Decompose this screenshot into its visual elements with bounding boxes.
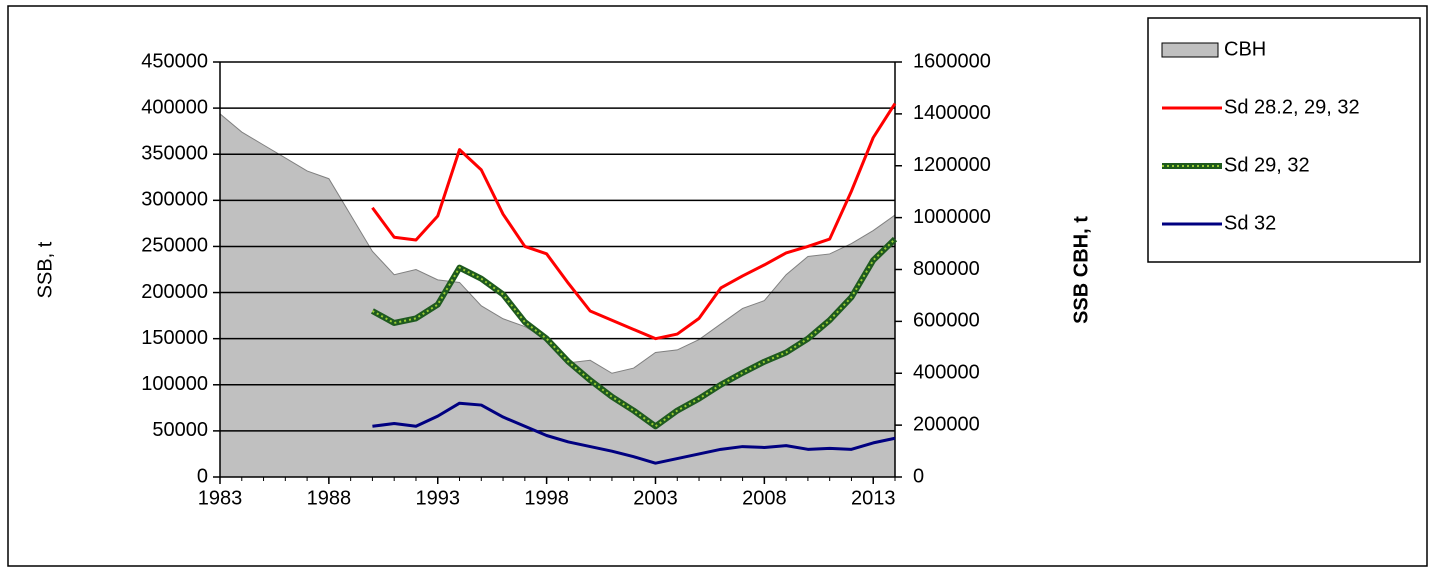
y2-axis-label: SSB CBH, t	[1070, 216, 1092, 324]
x-tick-label: 1983	[198, 487, 243, 509]
line	[371, 102, 897, 341]
y-tick-label: 300000	[141, 189, 208, 211]
y2-tick-label: 1400000	[913, 102, 991, 124]
y-tick-label: 100000	[141, 373, 208, 395]
y2-tick-label: 1000000	[913, 206, 991, 228]
y2-tick-label: 600000	[913, 310, 980, 332]
legend-label: Sd 32	[1224, 212, 1276, 234]
y-tick-label: 350000	[141, 143, 208, 165]
y2-tick-label: 1600000	[913, 50, 991, 72]
x-tick-label: 2003	[633, 487, 678, 509]
y-tick-label: 50000	[152, 419, 208, 441]
x-tick-label: 1988	[307, 487, 352, 509]
legend-swatch	[1161, 42, 1219, 58]
legend	[1147, 17, 1421, 263]
line	[372, 401, 896, 465]
x-tick-label: 2013	[851, 487, 896, 509]
line-pattern	[371, 238, 896, 428]
x-tick-label: 2008	[742, 487, 787, 509]
y-tick-label: 150000	[141, 327, 208, 349]
y2-tick-label: 0	[913, 465, 924, 487]
x-tick-label: 1993	[415, 487, 460, 509]
y2-tick-label: 1200000	[913, 154, 991, 176]
y-tick-label: 200000	[141, 281, 208, 303]
y2-tick-label: 400000	[913, 362, 980, 384]
y2-tick-label: 800000	[913, 258, 980, 280]
legend-label: Sd 28.2, 29, 32	[1224, 96, 1360, 118]
y-tick-label: 450000	[141, 50, 208, 72]
legend-label: Sd 29, 32	[1224, 154, 1310, 176]
y-tick-label: 400000	[141, 96, 208, 118]
y-tick-label: 250000	[141, 235, 208, 257]
y2-tick-label: 200000	[913, 413, 980, 435]
y-tick-label: 0	[197, 465, 208, 487]
x-tick-label: 1998	[524, 487, 569, 509]
legend-label: CBH	[1224, 38, 1266, 60]
y-axis-label: SSB, t	[34, 241, 56, 298]
